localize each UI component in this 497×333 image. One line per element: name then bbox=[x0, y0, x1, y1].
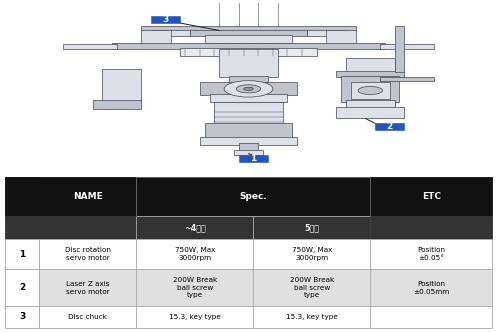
Text: Laser Z axis
servo motor: Laser Z axis servo motor bbox=[66, 281, 110, 294]
Bar bbox=[102, 69, 141, 102]
Text: 200W Break
ball screw
type: 200W Break ball screw type bbox=[173, 277, 217, 298]
Circle shape bbox=[224, 81, 273, 97]
Bar bbox=[137, 239, 253, 269]
Bar bbox=[341, 76, 400, 102]
Bar bbox=[370, 216, 492, 239]
Bar bbox=[200, 137, 297, 145]
Bar bbox=[141, 30, 170, 44]
Text: 15.3, key type: 15.3, key type bbox=[286, 314, 338, 320]
Bar bbox=[327, 30, 356, 44]
Bar bbox=[253, 306, 370, 328]
Bar bbox=[200, 82, 297, 96]
Bar bbox=[253, 216, 370, 239]
Bar bbox=[151, 31, 190, 36]
Bar bbox=[64, 44, 117, 49]
Text: 1: 1 bbox=[250, 154, 256, 163]
Circle shape bbox=[237, 85, 260, 93]
Text: 3: 3 bbox=[19, 312, 25, 321]
Bar bbox=[370, 269, 492, 306]
Text: ETC: ETC bbox=[421, 192, 441, 201]
Bar bbox=[141, 26, 356, 31]
Bar bbox=[214, 102, 283, 127]
Text: Position
±0.05°: Position ±0.05° bbox=[417, 247, 445, 261]
Text: 15.3, key type: 15.3, key type bbox=[169, 314, 221, 320]
Bar bbox=[137, 306, 253, 328]
Bar bbox=[5, 239, 39, 269]
Bar bbox=[137, 269, 253, 306]
Bar bbox=[205, 35, 292, 43]
Bar bbox=[253, 239, 370, 269]
Bar bbox=[190, 30, 307, 36]
Bar bbox=[380, 44, 433, 49]
Text: 3: 3 bbox=[163, 15, 169, 24]
Bar bbox=[336, 71, 405, 77]
Bar bbox=[229, 76, 268, 82]
Text: Spec.: Spec. bbox=[240, 192, 267, 201]
Bar bbox=[5, 216, 137, 239]
Bar bbox=[346, 58, 395, 115]
Bar bbox=[370, 177, 492, 216]
Bar bbox=[380, 77, 433, 81]
Bar bbox=[205, 124, 292, 138]
Bar bbox=[112, 43, 385, 49]
Bar bbox=[375, 123, 405, 130]
Bar bbox=[151, 16, 180, 23]
Text: 1: 1 bbox=[19, 250, 25, 259]
Bar bbox=[137, 177, 370, 216]
Bar bbox=[370, 306, 492, 328]
Text: Disc rotation
servo motor: Disc rotation servo motor bbox=[65, 247, 111, 261]
Text: 5호기: 5호기 bbox=[304, 223, 319, 232]
Bar bbox=[395, 26, 405, 72]
Text: NAME: NAME bbox=[73, 192, 103, 201]
Bar bbox=[39, 239, 137, 269]
Bar bbox=[351, 82, 390, 99]
Bar bbox=[137, 216, 253, 239]
Text: 750W, Max
3000rpm: 750W, Max 3000rpm bbox=[175, 247, 215, 261]
Text: 2: 2 bbox=[19, 283, 25, 292]
Text: Position
±0.05mm: Position ±0.05mm bbox=[413, 281, 449, 294]
Bar bbox=[39, 269, 137, 306]
Text: 2: 2 bbox=[387, 122, 393, 131]
Bar bbox=[5, 306, 39, 328]
Bar bbox=[239, 155, 268, 162]
Circle shape bbox=[244, 87, 253, 91]
Bar bbox=[5, 177, 39, 216]
Text: 200W Break
ball screw
type: 200W Break ball screw type bbox=[290, 277, 334, 298]
Bar bbox=[346, 100, 395, 109]
Text: ~4호기: ~4호기 bbox=[184, 223, 206, 232]
Circle shape bbox=[358, 86, 383, 95]
Bar bbox=[5, 177, 137, 216]
Bar bbox=[336, 107, 405, 119]
Bar bbox=[5, 269, 39, 306]
Bar bbox=[180, 48, 317, 56]
Bar bbox=[370, 239, 492, 269]
Text: 750W, Max
3000rpm: 750W, Max 3000rpm bbox=[292, 247, 332, 261]
Bar bbox=[39, 306, 137, 328]
Bar bbox=[239, 143, 258, 152]
Text: Disc chuck: Disc chuck bbox=[68, 314, 107, 320]
Bar bbox=[234, 150, 263, 155]
Bar bbox=[92, 100, 141, 109]
Bar bbox=[253, 269, 370, 306]
Bar bbox=[219, 49, 278, 77]
Bar bbox=[210, 94, 287, 102]
Bar bbox=[307, 31, 346, 36]
